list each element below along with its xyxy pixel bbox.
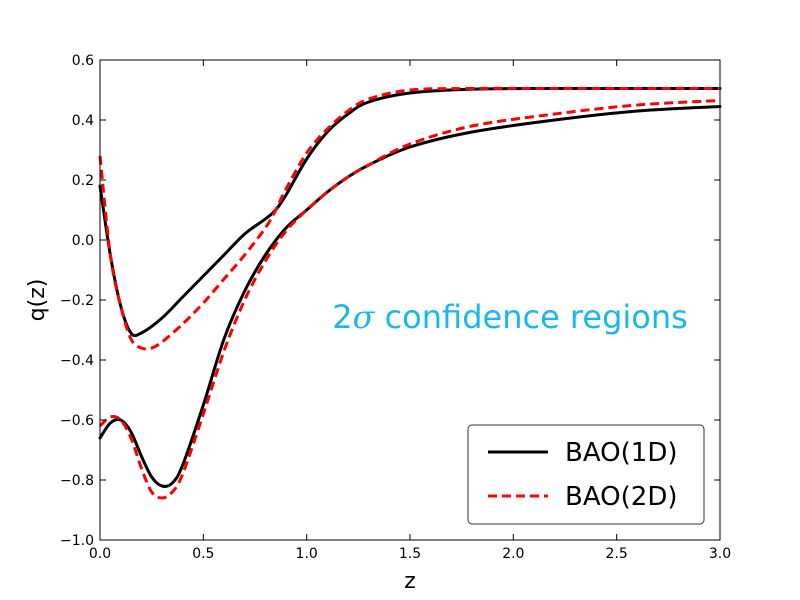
y-tick-label: −0.8: [60, 473, 94, 489]
y-tick-label: −1.0: [60, 533, 94, 549]
annotation-sigma: σ: [353, 298, 376, 336]
series-2-lower-bound: [98, 99, 721, 500]
legend-label-bao-1d: BAO(1D): [565, 438, 677, 468]
y-tick-label: 0.0: [72, 233, 94, 249]
curves: [98, 86, 722, 500]
x-axis-title: z: [404, 569, 416, 594]
legend-label-bao-2d: BAO(2D): [565, 482, 677, 512]
confidence-annotation: 2σ confidence regions: [332, 298, 688, 336]
x-tick-label: 0.5: [192, 546, 214, 562]
y-tick-label: 0.4: [72, 113, 94, 129]
x-tick-label: 0.0: [89, 546, 111, 562]
series-2-upper-bound: [98, 86, 720, 351]
annotation-prefix: 2: [332, 298, 352, 336]
x-tick-label: 1.5: [399, 546, 421, 562]
legend: BAO(1D) BAO(2D): [467, 424, 705, 525]
y-tick-label: 0.2: [72, 173, 94, 189]
x-tick-label: 1.0: [296, 546, 318, 562]
x-tick-label: 3.0: [709, 546, 731, 562]
y-axis: −1.0 −0.8 −0.6 −0.4 −0.2 0.0 0.2 0.4 0.6: [60, 53, 720, 549]
series-1-lower-bound: [98, 105, 722, 488]
y-tick-label: −0.4: [60, 353, 94, 369]
annotation-text: confidence regions: [374, 298, 687, 336]
x-tick-label: 2.0: [502, 546, 524, 562]
y-tick-label: −0.6: [60, 413, 94, 429]
y-axis-title: q(z): [25, 279, 50, 322]
x-tick-label: 2.5: [606, 546, 628, 562]
x-axis: 0.0 0.5 1.0 1.5 2.0 2.5 3.0: [89, 60, 731, 562]
y-tick-label: −0.2: [60, 293, 94, 309]
y-tick-label: 0.6: [72, 53, 94, 69]
legend-box: [467, 424, 705, 525]
